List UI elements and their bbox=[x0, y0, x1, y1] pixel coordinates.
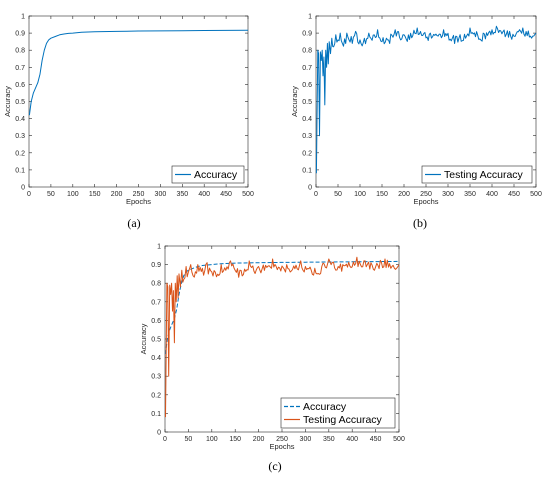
chart-c-xtick-label: 100 bbox=[206, 436, 218, 443]
chart-c-xtick-label: 500 bbox=[393, 436, 405, 443]
chart-a-ytick-label: 0.6 bbox=[15, 82, 25, 89]
chart-a-xtick-label: 350 bbox=[176, 191, 188, 198]
chart-b-xlabel: Epochs bbox=[413, 197, 438, 206]
chart-a-legend-box bbox=[171, 165, 245, 184]
chart-c-ytick-label: 0.6 bbox=[151, 318, 161, 325]
chart-b-xtick-label: 50 bbox=[334, 191, 342, 198]
chart-c-xtick-label: 150 bbox=[229, 436, 241, 443]
chart-b-ytick-label: 0.2 bbox=[302, 150, 312, 157]
chart-a-xlabel: Epochs bbox=[126, 197, 151, 206]
chart-c-xtick-label: 300 bbox=[300, 436, 312, 443]
chart-c-ytick-label: 0.9 bbox=[151, 262, 161, 269]
chart-c-xlabel: Epochs bbox=[269, 442, 294, 451]
chart-a-xtick-label: 50 bbox=[47, 191, 55, 198]
chart-b-xtick-label: 500 bbox=[530, 191, 542, 198]
chart-c-xtick-label: 450 bbox=[370, 436, 382, 443]
chart-c-xtick-label: 0 bbox=[163, 436, 167, 443]
chart-c-ytick-label: 1 bbox=[157, 244, 161, 251]
chart-b-ytick-label: 0.5 bbox=[302, 99, 312, 106]
chart-b-xtick-label: 250 bbox=[420, 191, 432, 198]
chart-a-xtick-label: 500 bbox=[242, 191, 254, 198]
chart-b-ylabel: Accuracy bbox=[290, 86, 299, 117]
chart-b-xtick-label: 100 bbox=[354, 191, 366, 198]
chart-c-ytick-label: 0.7 bbox=[151, 299, 161, 306]
chart-b-xtick-label: 200 bbox=[398, 191, 410, 198]
chart-a-xtick-label: 200 bbox=[111, 191, 123, 198]
chart-c-ytick-label: 0.2 bbox=[151, 392, 161, 399]
chart-c-ytick-label: 0.3 bbox=[151, 374, 161, 381]
chart-a-ytick-label: 0.3 bbox=[15, 133, 25, 140]
chart-c-xtick-label: 250 bbox=[276, 436, 288, 443]
chart-b-ytick-label: 0.8 bbox=[302, 48, 312, 55]
chart-b-xtick-label: 300 bbox=[442, 191, 454, 198]
chart-c-legend-label-0: Accuracy bbox=[303, 401, 347, 413]
chart-a-legend-label-0: Accuracy bbox=[194, 169, 238, 181]
chart-a-xtick-label: 0 bbox=[27, 191, 31, 198]
chart-a-xtick-label: 450 bbox=[220, 191, 232, 198]
chart-b-xtick-label: 450 bbox=[508, 191, 520, 198]
chart-a-ytick-label: 0.2 bbox=[15, 150, 25, 157]
chart-a-xtick-label: 150 bbox=[89, 191, 101, 198]
chart-a-axes-box bbox=[28, 15, 249, 188]
chart-b-ytick-label: 1 bbox=[308, 14, 312, 21]
chart-b-ytick-label: 0.1 bbox=[302, 167, 312, 174]
chart-c-legend-label-1: Testing Accuracy bbox=[303, 414, 383, 426]
chart-a-ytick-label: 0 bbox=[21, 185, 25, 192]
chart-a-xtick-label: 400 bbox=[198, 191, 210, 198]
chart-b-ytick-label: 0.4 bbox=[302, 116, 312, 123]
chart-c-ylabel: Accuracy bbox=[139, 323, 148, 354]
chart-a-xtick-label: 300 bbox=[155, 191, 167, 198]
chart-a-ytick-label: 0.1 bbox=[15, 167, 25, 174]
chart-a-ytick-label: 0.9 bbox=[15, 31, 25, 38]
caption-a: (a) bbox=[127, 216, 140, 230]
chart-b-ytick-label: 0.9 bbox=[302, 31, 312, 38]
chart-c-ytick-label: 0 bbox=[157, 430, 161, 437]
chart-b-xtick-label: 400 bbox=[486, 191, 498, 198]
chart-c-ytick-label: 0.1 bbox=[151, 411, 161, 418]
chart-b-ytick-label: 0.7 bbox=[302, 65, 312, 72]
chart-c-ytick-label: 0.8 bbox=[151, 281, 161, 288]
chart-a-ytick-label: 0.4 bbox=[15, 116, 25, 123]
chart-a-ytick-label: 0.7 bbox=[15, 65, 25, 72]
chart-c-xtick-label: 400 bbox=[346, 436, 358, 443]
chart-c-series-line-1 bbox=[165, 256, 400, 418]
chart-b-legend-box bbox=[421, 165, 533, 184]
chart-b-axes-box bbox=[315, 15, 537, 188]
chart-b-ytick-label: 0.3 bbox=[302, 133, 312, 140]
chart-b-ytick-label: 0 bbox=[308, 185, 312, 192]
chart-c-xtick-label: 350 bbox=[323, 436, 335, 443]
chart-c-xtick-label: 200 bbox=[253, 436, 265, 443]
chart-c-ytick-label: 0.5 bbox=[151, 337, 161, 344]
chart-c-legend-box bbox=[280, 397, 396, 429]
chart-c-series-line-0 bbox=[165, 260, 400, 354]
chart-c-ytick-label: 0.4 bbox=[151, 355, 161, 362]
chart-b-series-line-0 bbox=[315, 25, 537, 174]
chart-a-ytick-label: 0.8 bbox=[15, 48, 25, 55]
chart-a-ylabel: Accuracy bbox=[3, 86, 12, 117]
chart-a-ytick-label: 0.5 bbox=[15, 99, 25, 106]
caption-c: (c) bbox=[268, 459, 281, 473]
chart-a-series-line-0 bbox=[28, 29, 249, 116]
caption-b: (b) bbox=[413, 216, 427, 230]
chart-c-xtick-label: 50 bbox=[185, 436, 193, 443]
chart-b-xtick-label: 350 bbox=[464, 191, 476, 198]
chart-a-ytick-label: 1 bbox=[21, 14, 25, 21]
chart-b-legend-label-0: Testing Accuracy bbox=[444, 169, 524, 181]
chart-b-ytick-label: 0.6 bbox=[302, 82, 312, 89]
chart-a-xtick-label: 100 bbox=[67, 191, 79, 198]
chart-b-xtick-label: 150 bbox=[376, 191, 388, 198]
chart-b-xtick-label: 0 bbox=[314, 191, 318, 198]
chart-a-xtick-label: 250 bbox=[133, 191, 145, 198]
